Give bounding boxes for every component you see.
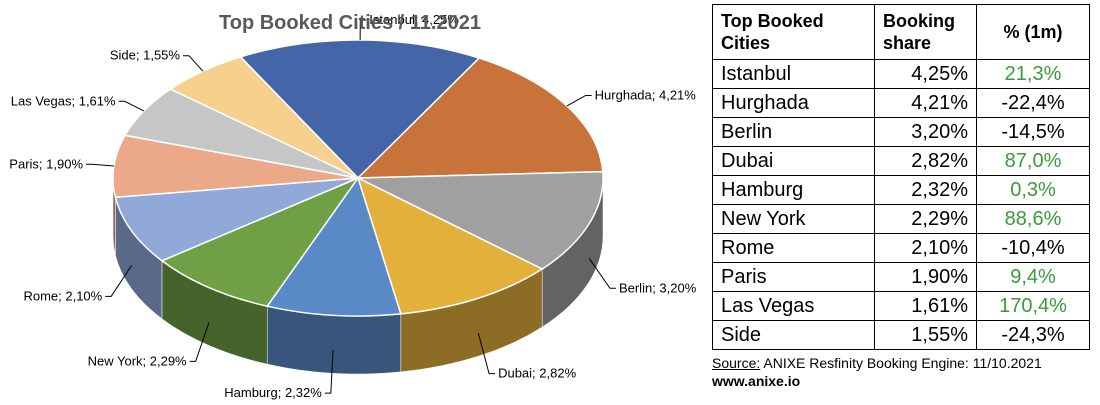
leader-line-1 [566,94,592,107]
table-row: Paris 1,90% 9,4% [712,262,1090,292]
website-link[interactable]: www.anixe.io [712,373,801,389]
slice-label-8: Las Vegas; 1,61% [11,93,116,108]
header-change: % (1m) [976,4,1090,60]
pie-slice-2 [357,170,604,270]
pie-chart: Istanbul; 4,25% Hurghada; 4,21% Berlin; 3,… [9,12,696,400]
cell-change: 9,4% [976,262,1090,292]
cell-change: 88,6% [976,204,1090,234]
cell-change: -14,5% [976,117,1090,147]
table-row: Istanbul 4,25% 21,3% [712,59,1090,89]
slice-label-2: Berlin; 3,20% [619,280,697,295]
table-row: Rome 2,10% -10,4% [712,233,1090,263]
cell-city: Side [712,320,875,350]
chart-title: Top Booked Cities / 11.2021 [219,12,481,34]
cell-city: Istanbul [712,59,875,89]
pie-slice-7 [112,134,359,199]
source-label: Source: [712,355,761,371]
leader-line-5 [189,322,210,362]
cell-share: 2,32% [874,175,977,205]
cell-share: 1,55% [874,320,977,350]
leader-line-8 [118,100,145,112]
pie-labels: Istanbul; 4,25% Hurghada; 4,21% Berlin; 3,… [9,12,696,400]
leader-line-6 [105,265,132,297]
cell-city: Paris [712,262,875,292]
slice-label-4: Hamburg; 2,32% [224,385,322,400]
cell-share: 4,21% [874,88,977,118]
table-row: Side 1,55% -24,3% [712,320,1090,350]
slice-label-5: New York; 2,29% [88,353,187,368]
cell-share: 2,10% [874,233,977,263]
cell-change: -24,3% [976,320,1090,350]
table-row: Berlin 3,20% -14,5% [712,117,1090,147]
cell-share: 4,25% [874,59,977,89]
cell-change: 0,3% [976,175,1090,205]
pie-tops [112,39,604,317]
table-body: Istanbul 4,25% 21,3% Hurghada 4,21% -22,4% Ber… [712,59,1090,350]
cell-city: Hamburg [712,175,875,205]
pie-slice-4 [265,176,402,317]
slice-label-3: Dubai; 2,82% [498,366,576,381]
source-text: ANIXE Resfinity Booking Engine: 11/10.20… [760,355,1042,371]
cell-change: 170,4% [976,291,1090,321]
pie-slice-5 [160,176,361,308]
leader-line-9 [182,55,204,72]
booking-table: Top Booked Cities Booking share % (1m) I… [712,4,1090,350]
slice-label-6: Rome; 2,10% [23,288,102,303]
cell-city: Dubai [712,146,875,176]
cell-city: Hurghada [712,88,875,118]
pie-chart-svg: Istanbul; 4,25% Hurghada; 4,21% Berlin; 3,… [9,12,696,400]
cell-share: 3,20% [874,117,977,147]
table-row: New York 2,29% 88,6% [712,204,1090,234]
cell-city: Berlin [712,117,875,147]
slice-label-7: Paris; 1,90% [9,156,83,171]
cell-change: -22,4% [976,88,1090,118]
leader-line-4 [324,350,334,394]
source-note: Source: ANIXE Resfinity Booking Engine: … [712,354,1092,372]
pie-slice-1 [356,57,604,179]
slice-label-9: Side; 1,55% [110,48,181,63]
cell-share: 1,61% [874,291,977,321]
cell-share: 2,29% [874,204,977,234]
cell-change: 87,0% [976,146,1090,176]
pie-slice-6 [114,177,359,262]
cell-city: Las Vegas [712,291,875,321]
leader-line-0 [359,19,367,41]
cell-change: 21,3% [976,59,1090,89]
slice-label-0: Istanbul; 4,25% [369,12,459,27]
leader-line-2 [588,258,616,289]
cell-city: Rome [712,233,875,263]
leader-line-3 [477,332,496,375]
table-row: Hurghada 4,21% -22,4% [712,88,1090,118]
pie-slice-3 [356,176,544,315]
header-share: Booking share [874,4,977,60]
pie-slice-0 [239,39,481,180]
pie-slice-9 [169,56,359,179]
pie-side-4 [266,305,402,375]
table-header-row: Top Booked Cities Booking share % (1m) [712,4,1090,60]
table-row: Hamburg 2,32% 0,3% [712,175,1090,205]
cell-city: New York [712,204,875,234]
cell-share: 2,82% [874,146,977,176]
table-row: Las Vegas 1,61% 170,4% [712,291,1090,321]
table-row: Dubai 2,82% 87,0% [712,146,1090,176]
cell-change: -10,4% [976,233,1090,263]
booking-table-panel: Top Booked Cities Booking share % (1m) I… [712,4,1092,390]
pie-sides [112,177,604,375]
header-city: Top Booked Cities [712,4,875,60]
cell-share: 1,90% [874,262,977,292]
slice-label-1: Hurghada; 4,21% [595,87,697,102]
leader-line-7 [86,163,114,167]
